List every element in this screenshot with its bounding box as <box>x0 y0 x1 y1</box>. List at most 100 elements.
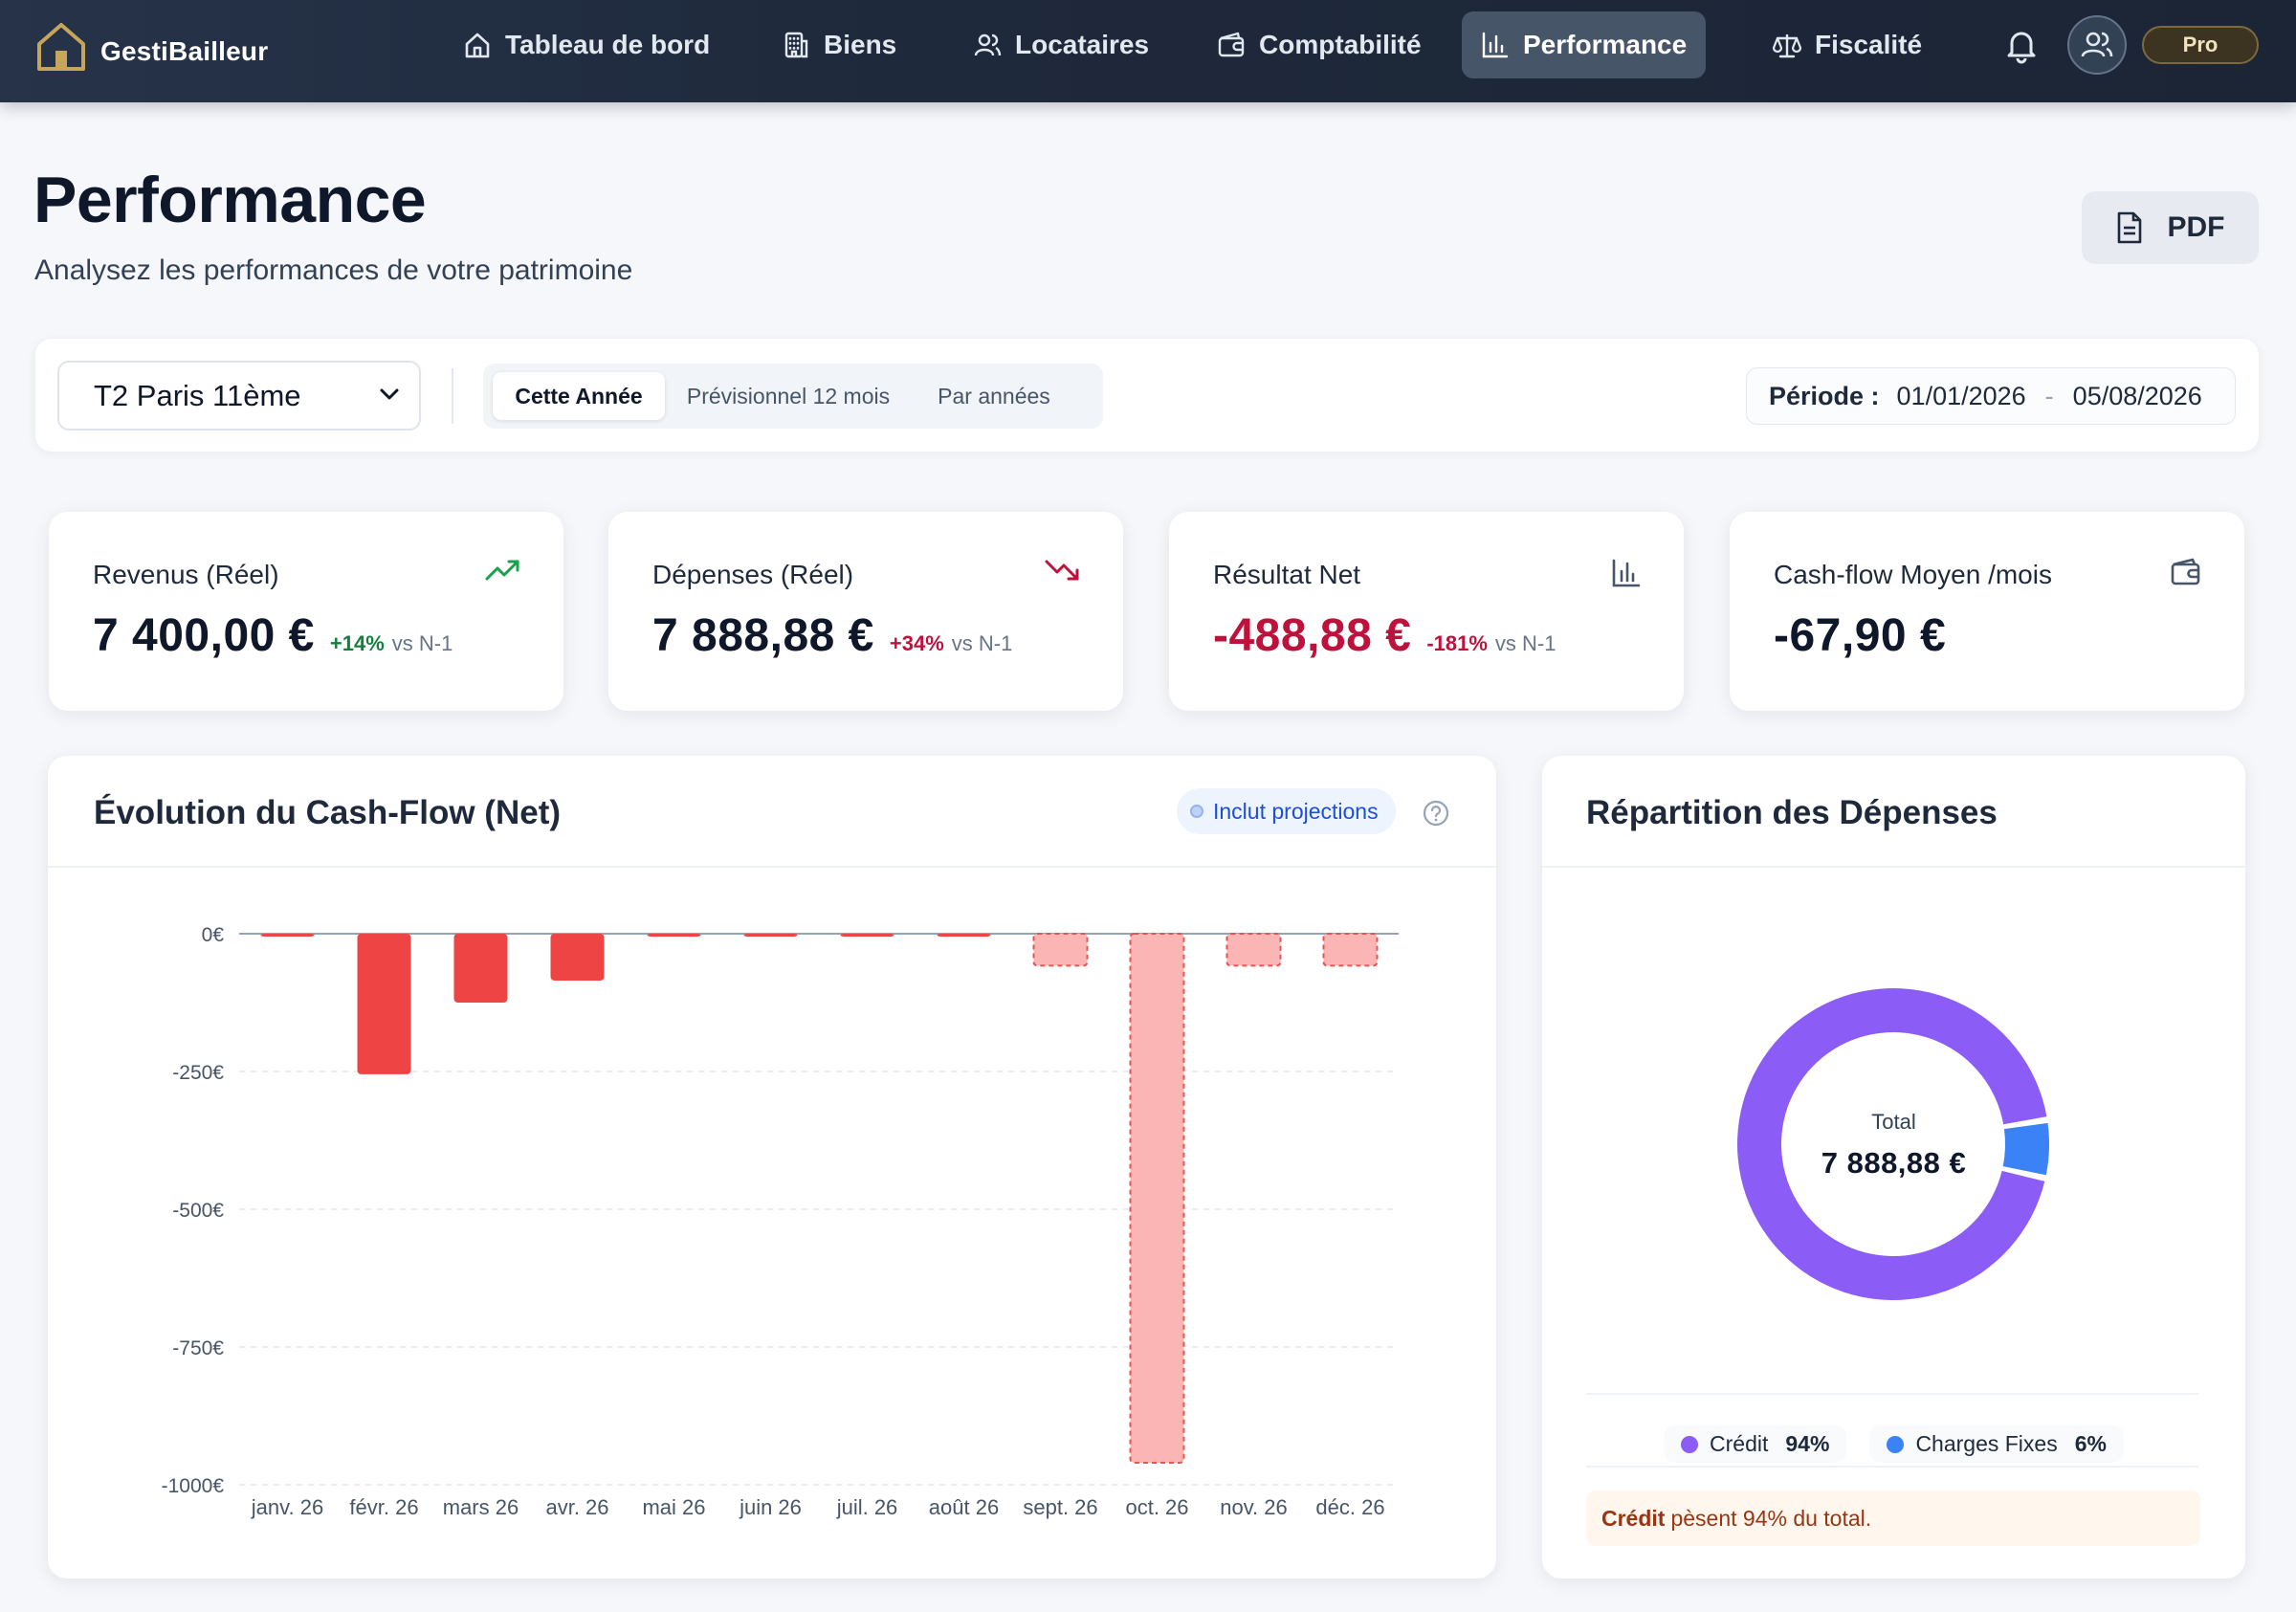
building-icon <box>784 32 808 58</box>
kpi-delta: +34% <box>889 631 944 655</box>
legend-item[interactable]: Crédit 94% <box>1664 1425 1847 1463</box>
actual-bar <box>937 934 991 937</box>
donut-center-label: Total <box>1871 1110 1916 1134</box>
expenses-insight: Crédit pèsent 94% du total. <box>1586 1491 2200 1546</box>
legend-swatch <box>1681 1435 1699 1453</box>
chart-title: Répartition des Dépenses <box>1586 794 1998 831</box>
brand-name: GestiBailleur <box>100 36 269 66</box>
x-tick-label: déc. 26 <box>1315 1495 1384 1519</box>
projections-badge[interactable]: Inclut projections <box>1177 788 1396 834</box>
x-tick-label: oct. 26 <box>1125 1495 1188 1519</box>
kpi-card-revenus: Revenus (Réel) 7 400,00 € +14% vs N-1 <box>49 512 563 711</box>
expenses-donut-chart <box>1737 988 2049 1300</box>
x-tick-label: juil. 26 <box>836 1495 898 1519</box>
insight-text: pèsent 94% du total. <box>1670 1505 1872 1531</box>
legend-divider <box>1586 1393 2198 1395</box>
nav-item-fiscalite[interactable]: Fiscalité <box>1754 11 1941 78</box>
kpi-value: -488,88 € -181% vs N-1 <box>1213 610 1556 661</box>
x-tick-label: févr. 26 <box>349 1495 418 1519</box>
chevron-down-icon <box>380 388 399 400</box>
page-subtitle: Analysez les performances de votre patri… <box>34 254 633 286</box>
y-tick-label: 0€ <box>202 924 225 946</box>
y-tick-label: -250€ <box>172 1062 224 1084</box>
property-select[interactable]: T2 Paris 11ème <box>57 361 421 431</box>
actual-bar <box>743 934 798 937</box>
card-divider <box>48 866 1496 868</box>
x-tick-label: juin 26 <box>739 1495 802 1519</box>
plan-badge[interactable]: Pro <box>2142 26 2259 64</box>
nav-item-biens[interactable]: Biens <box>762 11 916 78</box>
x-tick-label: mars 26 <box>443 1495 519 1519</box>
y-tick-label: -1000€ <box>162 1475 225 1497</box>
legend-percent: 94% <box>1785 1431 1830 1456</box>
kpi-value: 7 888,88 € +34% vs N-1 <box>652 610 1013 661</box>
x-tick-label: avr. 26 <box>545 1495 608 1519</box>
insight-highlight: Crédit <box>1601 1505 1666 1531</box>
help-icon[interactable] <box>1422 799 1450 828</box>
nav-item-performance[interactable]: Performance <box>1462 11 1707 78</box>
nav-item-comptabilite[interactable]: Comptabilité <box>1198 11 1441 78</box>
legend-label: Crédit <box>1710 1431 1769 1456</box>
actual-bar <box>550 934 605 981</box>
nav-item-label: Fiscalité <box>1815 30 1923 59</box>
tab-cette-annee[interactable]: Cette Année <box>493 372 665 420</box>
x-tick-label: nov. 26 <box>1220 1495 1288 1519</box>
scale-icon <box>1773 34 1801 58</box>
period-range[interactable]: Période : 01/01/2026 - 05/08/2026 <box>1746 367 2236 425</box>
tab-previsionnel-12-mois[interactable]: Prévisionnel 12 mois <box>686 383 891 409</box>
projected-bar <box>1129 933 1185 1464</box>
period-end[interactable]: 05/08/2026 <box>2072 381 2202 410</box>
bell-icon[interactable] <box>2002 26 2041 64</box>
trending-up-icon <box>485 560 519 581</box>
kpi-label: Revenus (Réel) <box>93 560 279 589</box>
cashflow-bar-chart: 0€ -250€ -500€ -750€ -1000€ janv. 26 févr. 26 m… <box>162 924 1399 1519</box>
nav-item-label: Biens <box>824 30 897 59</box>
legend-percent: 6% <box>2074 1431 2107 1456</box>
period-label: Période : <box>1769 381 1880 410</box>
y-tick-label: -500€ <box>172 1200 224 1222</box>
card-divider <box>1542 866 2245 868</box>
donut-slice-credit[interactable] <box>1737 988 2047 1300</box>
y-tick-label: -750€ <box>172 1337 224 1359</box>
period-start[interactable]: 01/01/2026 <box>1896 381 2026 410</box>
export-pdf-button[interactable]: PDF <box>2082 191 2259 264</box>
projected-bar <box>1322 933 1379 967</box>
projected-bar <box>1225 933 1282 967</box>
chart-title: Évolution du Cash-Flow (Net) <box>94 794 562 831</box>
page-title: Performance <box>33 164 427 236</box>
top-navigation-bar: GestiBailleur Tableau de bord Biens Locata… <box>0 0 2296 102</box>
kpi-comparison: vs N-1 <box>1494 631 1556 655</box>
nav-item-tableau-de-bord[interactable]: Tableau de bord <box>444 11 729 78</box>
users-icon <box>974 33 1002 56</box>
kpi-value: 7 400,00 € +14% vs N-1 <box>93 610 453 661</box>
period-mode-tabs: Cette Année Prévisionnel 12 mois Par ann… <box>483 364 1103 429</box>
expenses-breakdown-card: Répartition des Dépenses Total 7 888,88 … <box>1542 756 2245 1579</box>
donut-center-value: 7 888,88 € <box>1821 1146 1967 1180</box>
projection-dot-icon <box>1190 805 1203 818</box>
kpi-label: Résultat Net <box>1213 560 1361 589</box>
tab-par-annees[interactable]: Par années <box>938 383 1050 409</box>
legend-item[interactable]: Charges Fixes 6% <box>1869 1425 2124 1463</box>
kpi-comparison: vs N-1 <box>951 631 1013 655</box>
wallet-icon <box>2171 558 2200 585</box>
kpi-delta: -181% <box>1426 631 1488 655</box>
actual-bar <box>357 934 411 1074</box>
x-tick-label: janv. 26 <box>251 1495 323 1519</box>
users-icon <box>2081 32 2113 57</box>
user-avatar[interactable] <box>2067 15 2127 75</box>
wallet-icon <box>1218 32 1245 57</box>
kpi-value: -67,90 € <box>1774 610 1947 661</box>
document-icon <box>2117 211 2141 244</box>
brand[interactable]: GestiBailleur <box>35 20 268 74</box>
bar-chart-icon <box>1482 32 1509 58</box>
period-separator: - <box>2044 381 2054 410</box>
donut-slice-charges-fixes[interactable] <box>2002 1122 2049 1176</box>
nav-item-locataires[interactable]: Locataires <box>954 11 1168 78</box>
projected-bar <box>1032 933 1089 967</box>
legend-swatch <box>1887 1435 1905 1453</box>
home-icon <box>465 33 490 58</box>
x-tick-label: sept. 26 <box>1023 1495 1097 1519</box>
actual-bar <box>260 934 315 937</box>
filter-divider <box>452 368 453 424</box>
actual-bar <box>647 934 701 937</box>
